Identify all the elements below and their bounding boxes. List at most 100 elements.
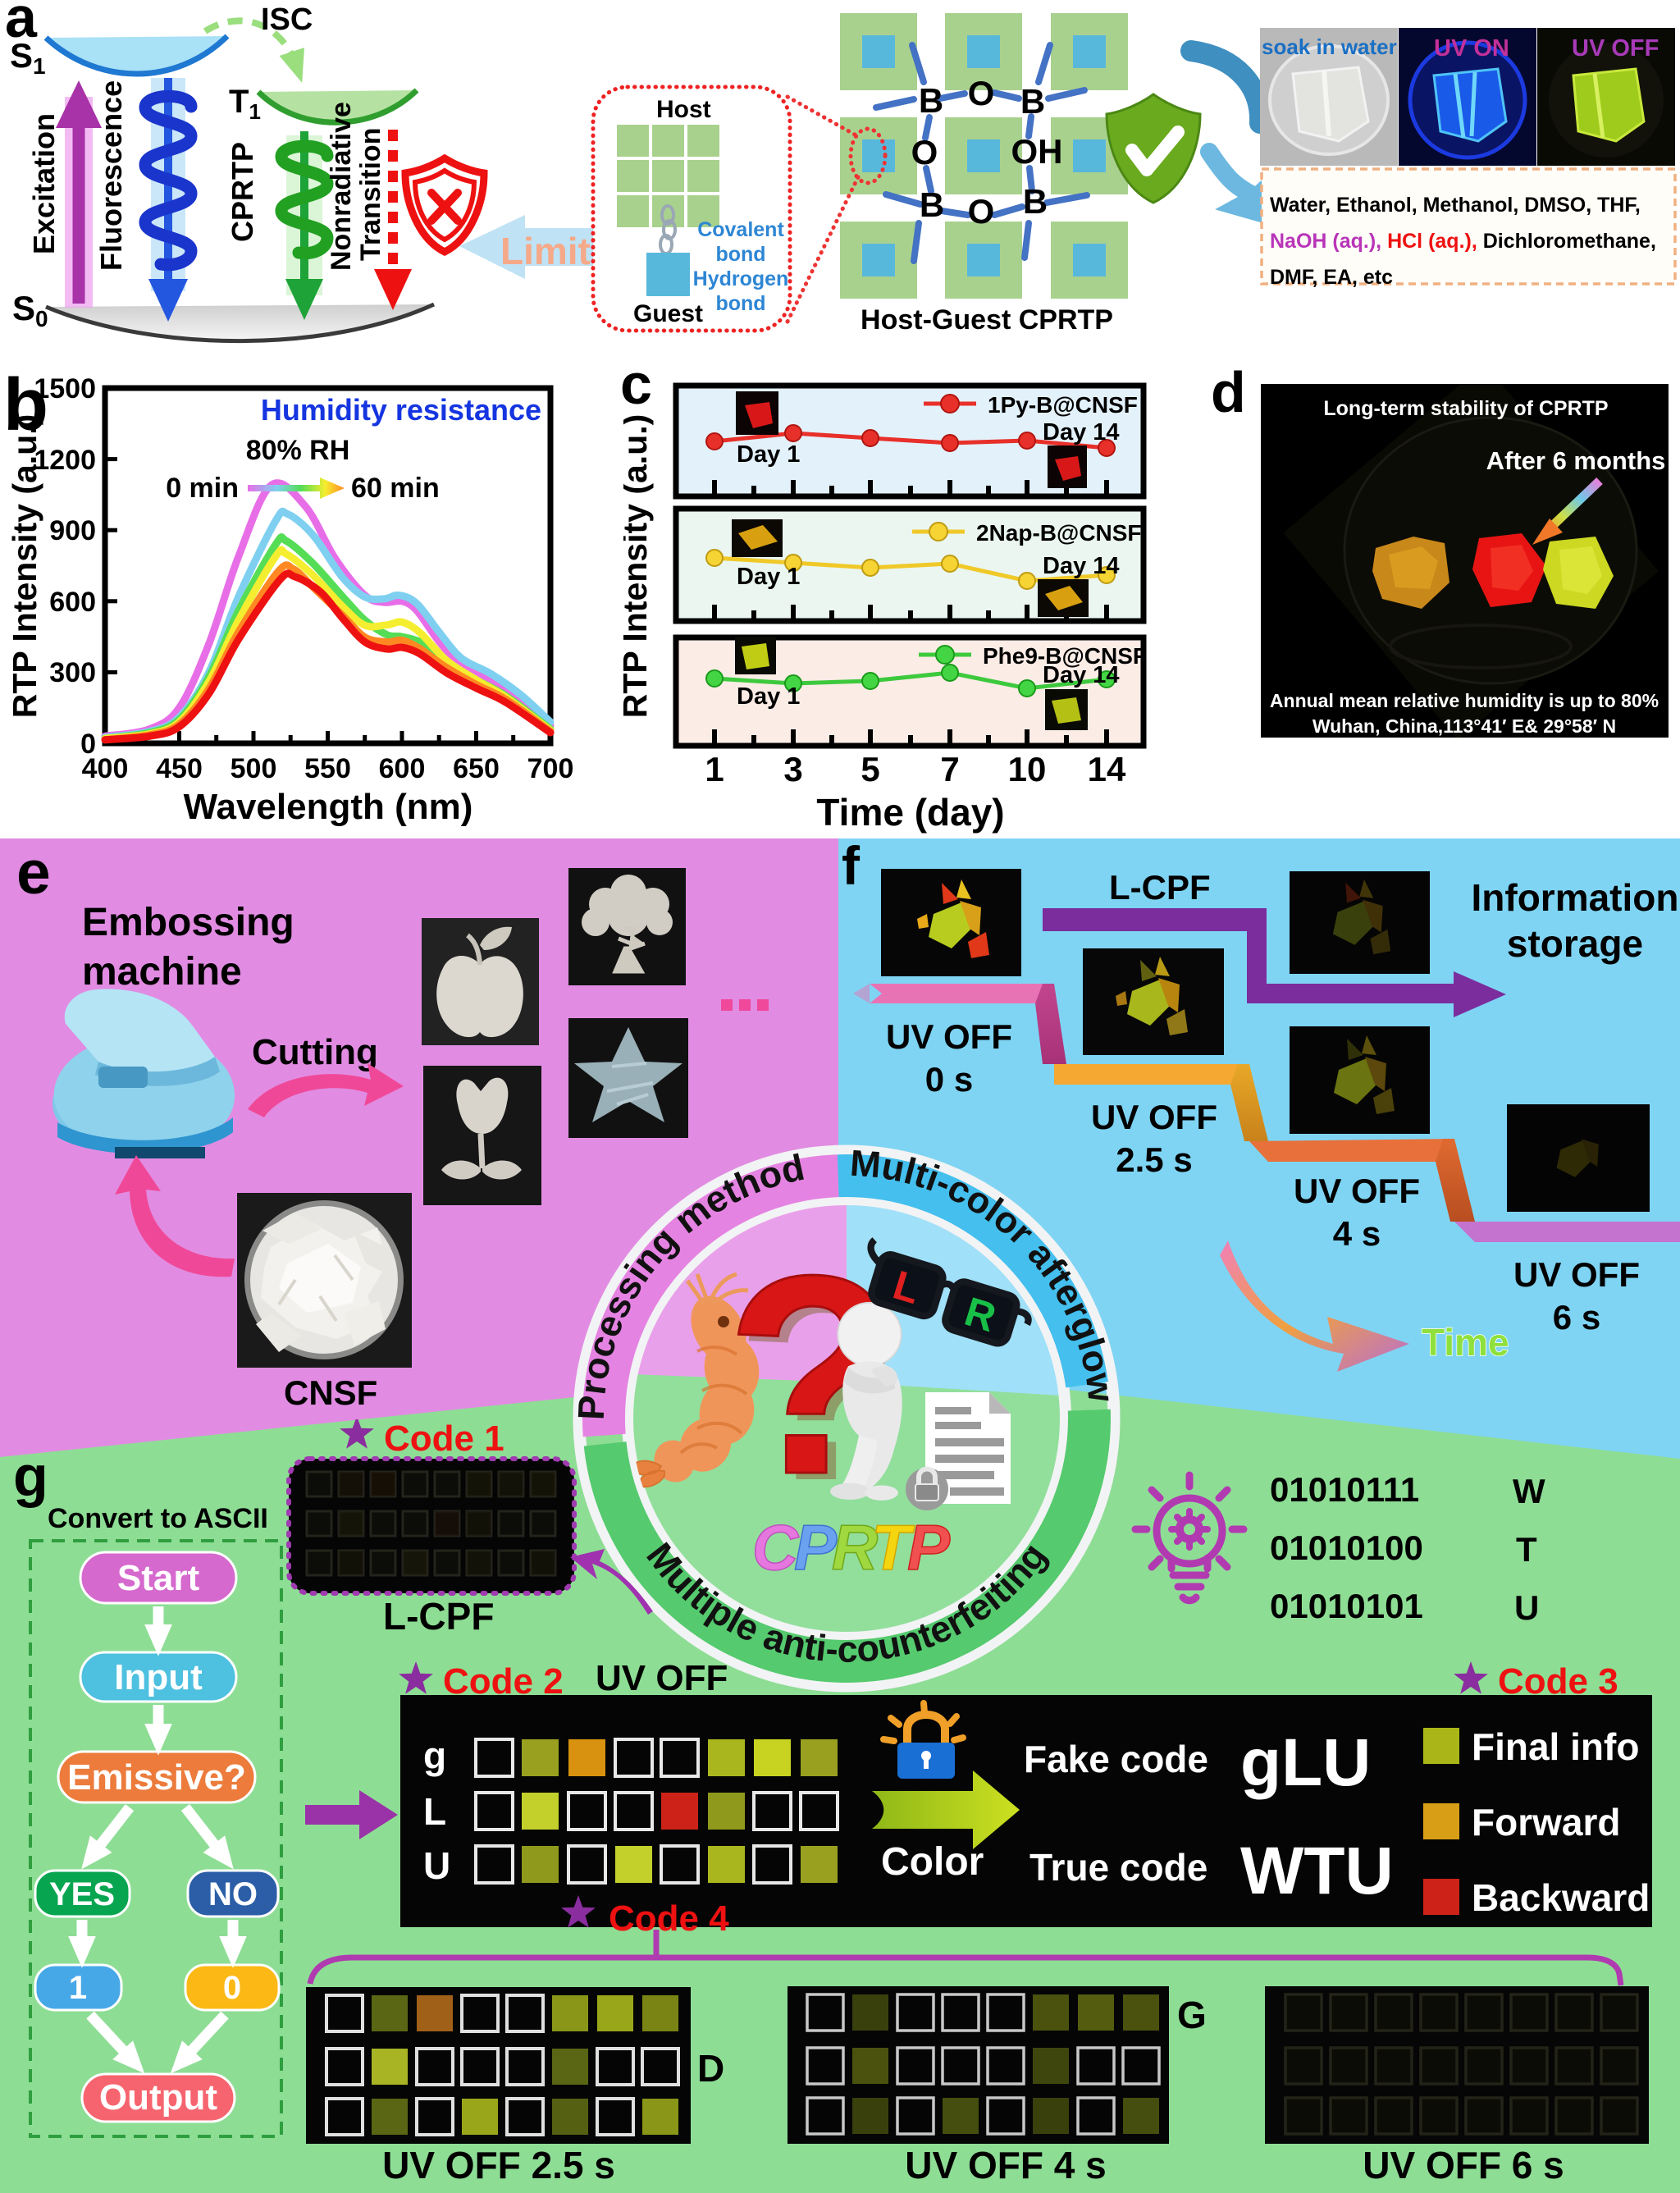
svg-text:400: 400	[82, 753, 129, 784]
svg-text:L-CPF: L-CPF	[1109, 868, 1211, 907]
svg-text:01010111: 01010111	[1270, 1470, 1419, 1509]
svg-text:B: B	[920, 185, 944, 224]
svg-text:Phe9-B@CNSF: Phe9-B@CNSF	[983, 643, 1147, 669]
svg-text:Host-Guest CPRTP: Host-Guest CPRTP	[861, 304, 1113, 336]
svg-text:S1: S1	[10, 36, 46, 79]
svg-text:P: P	[907, 1511, 951, 1583]
svg-text:Final info: Final info	[1472, 1725, 1639, 1768]
svg-text:UV OFF: UV OFF	[1091, 1098, 1217, 1136]
svg-text:1: 1	[705, 750, 724, 788]
svg-text:650: 650	[453, 753, 500, 784]
svg-text:B: B	[1023, 182, 1048, 221]
svg-text:300: 300	[49, 657, 96, 688]
svg-text:0: 0	[223, 1970, 241, 2006]
svg-text:Forward: Forward	[1472, 1801, 1620, 1843]
svg-text:0: 0	[80, 729, 96, 760]
svg-text:Humidity resistance: Humidity resistance	[261, 393, 541, 427]
svg-text:Long-term stability of CPRTP: Long-term stability of CPRTP	[1323, 397, 1608, 420]
svg-text:O: O	[911, 133, 938, 171]
svg-text:UV OFF 2.5 s: UV OFF 2.5 s	[382, 2144, 615, 2186]
svg-text:RTP Intensity (a.u.): RTP Intensity (a.u.)	[623, 414, 654, 719]
svg-text:UV OFF: UV OFF	[596, 1658, 728, 1698]
svg-text:OH: OH	[1011, 132, 1063, 171]
svg-text:4 s: 4 s	[1333, 1214, 1381, 1253]
svg-text:CPRTP: CPRTP	[226, 142, 259, 242]
svg-text:RTP Intensity (a.u.): RTP Intensity (a.u.)	[6, 414, 43, 719]
svg-text:ISC: ISC	[261, 2, 313, 37]
svg-text:storage: storage	[1507, 922, 1643, 965]
svg-text:C: C	[752, 1511, 800, 1583]
svg-text:Code 1: Code 1	[384, 1419, 504, 1459]
svg-text:UV OFF: UV OFF	[886, 1017, 1012, 1056]
svg-text:W: W	[1513, 1472, 1545, 1510]
svg-text:U: U	[423, 1844, 450, 1887]
svg-text:6 s: 6 s	[1553, 1298, 1600, 1336]
svg-text:Nonradiative: Nonradiative	[326, 102, 357, 271]
svg-text:Limit: Limit	[500, 230, 591, 272]
svg-text:Input: Input	[114, 1657, 203, 1697]
svg-text:Hydrogen: Hydrogen	[693, 267, 789, 290]
svg-text:Cutting: Cutting	[252, 1032, 378, 1072]
svg-text:UV OFF 4 s: UV OFF 4 s	[905, 2144, 1106, 2186]
svg-text:1Py-B@CNSF: 1Py-B@CNSF	[988, 392, 1138, 418]
svg-text:S0: S0	[12, 289, 48, 331]
svg-text:Start: Start	[117, 1558, 200, 1598]
svg-text:T: T	[871, 1511, 915, 1583]
svg-text:Wuhan, China,113°41′ E& 29°58′: Wuhan, China,113°41′ E& 29°58′ N	[1312, 715, 1616, 737]
svg-text:machine: machine	[82, 950, 242, 994]
svg-text:2Nap-B@CNSF: 2Nap-B@CNSF	[976, 520, 1142, 546]
svg-text:Code 4: Code 4	[609, 1898, 729, 1939]
svg-text:Embossing: Embossing	[82, 901, 294, 944]
svg-text:CNSF: CNSF	[284, 1373, 377, 1412]
svg-text:gLU: gLU	[1240, 1725, 1371, 1800]
svg-text:UV OFF: UV OFF	[1572, 35, 1659, 62]
svg-text:B: B	[919, 81, 943, 120]
svg-text:14: 14	[1088, 750, 1126, 788]
svg-text:01010100: 01010100	[1270, 1528, 1423, 1567]
svg-text:Transition: Transition	[355, 128, 386, 261]
svg-text:Day 14: Day 14	[1043, 662, 1120, 688]
svg-text:After 6 months: After 6 months	[1486, 446, 1666, 475]
svg-text:1: 1	[69, 1970, 87, 2006]
svg-text:2.5 s: 2.5 s	[1116, 1140, 1192, 1179]
svg-text:01010101: 01010101	[1270, 1587, 1423, 1625]
svg-text:5: 5	[861, 750, 879, 788]
svg-text:80% RH: 80% RH	[246, 435, 350, 466]
svg-text:UV OFF 6 s: UV OFF 6 s	[1363, 2144, 1564, 2186]
svg-text:Water, Ethanol, Methanol, D: Water, Ethanol, Methanol, DMSO, THF,	[1270, 194, 1641, 217]
svg-text:0 min: 0 min	[166, 473, 239, 504]
svg-text:Convert to ASCII: Convert to ASCII	[48, 1503, 268, 1534]
svg-text:Information: Information	[1472, 876, 1679, 919]
svg-text:Day 1: Day 1	[737, 564, 800, 590]
svg-text:WTU: WTU	[1240, 1834, 1394, 1908]
svg-text:Day 1: Day 1	[737, 441, 800, 468]
svg-text:3: 3	[783, 750, 802, 788]
svg-text:Day 14: Day 14	[1043, 553, 1120, 579]
svg-text:NaOH (aq.), HCl (aq.), Dichlor: NaOH (aq.), HCl (aq.), Dichloromethane,	[1270, 230, 1656, 253]
svg-text:600: 600	[379, 753, 426, 784]
svg-text:U: U	[1514, 1588, 1539, 1627]
svg-text:UV OFF: UV OFF	[1513, 1255, 1640, 1294]
svg-text:Annual mean relative humidity: Annual mean relative humidity is up to 8…	[1270, 690, 1659, 711]
svg-text:Code 3: Code 3	[1498, 1661, 1618, 1702]
svg-text:600: 600	[49, 587, 96, 618]
svg-text:1500: 1500	[34, 373, 96, 404]
svg-text:g: g	[423, 1734, 446, 1777]
svg-text:0 s: 0 s	[925, 1060, 973, 1099]
svg-text:Backward: Backward	[1472, 1876, 1650, 1919]
svg-text:UV ON: UV ON	[1434, 35, 1509, 62]
svg-text:Emissive?: Emissive?	[67, 1757, 246, 1798]
svg-text:bond: bond	[715, 292, 765, 315]
svg-text:Time (day): Time (day)	[816, 791, 1004, 834]
svg-text:Excitation: Excitation	[27, 113, 61, 254]
svg-text:L-CPF: L-CPF	[383, 1595, 494, 1638]
svg-text:O: O	[968, 192, 995, 231]
svg-text:Day 14: Day 14	[1043, 419, 1120, 445]
svg-text:DMF, EA, etc: DMF, EA, etc	[1270, 266, 1393, 287]
svg-text:Time: Time	[1422, 1321, 1509, 1364]
svg-text:Fluorescence: Fluorescence	[94, 80, 128, 271]
svg-text:Wavelength (nm): Wavelength (nm)	[184, 787, 473, 827]
svg-text:soak in water: soak in water	[1262, 34, 1397, 59]
svg-text:D: D	[697, 2047, 724, 2090]
svg-text:T: T	[1516, 1530, 1537, 1569]
